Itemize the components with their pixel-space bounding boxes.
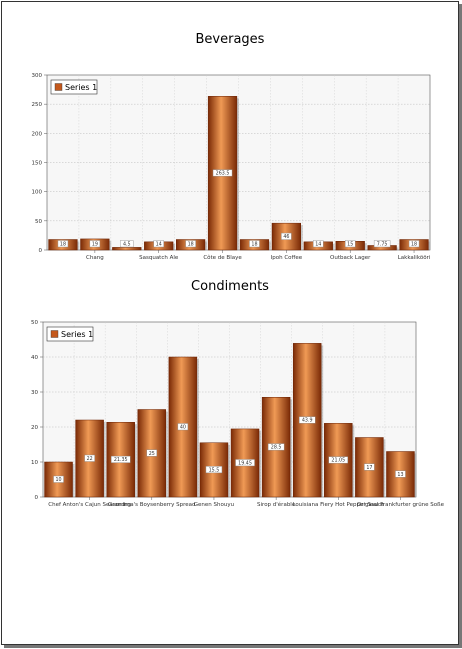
page-shadow-right xyxy=(459,4,462,646)
legend: Series 1 xyxy=(46,326,94,342)
data-label-box xyxy=(177,423,189,431)
data-label-box xyxy=(328,456,348,464)
y-tick-label: 150 xyxy=(32,161,43,167)
y-tick-label: 100 xyxy=(32,190,43,196)
y-tick-label: 10 xyxy=(31,460,38,466)
data-label: 43.9 xyxy=(302,418,313,424)
data-label: 18 xyxy=(60,242,66,248)
data-label: 28.5 xyxy=(271,445,282,451)
y-tick-label: 30 xyxy=(31,390,38,396)
legend: Series 1 xyxy=(50,79,98,95)
data-label-box xyxy=(249,240,260,248)
data-label-box xyxy=(364,463,375,471)
data-label: 15 xyxy=(347,242,353,248)
data-label-box xyxy=(185,240,196,248)
y-tick-label: 20 xyxy=(31,425,38,431)
data-label-box xyxy=(281,232,292,240)
data-label: 13 xyxy=(397,472,403,478)
data-label-box xyxy=(153,240,164,248)
page-shadow-bottom xyxy=(4,645,462,648)
data-label-box xyxy=(57,240,69,248)
data-label: 46 xyxy=(283,234,289,240)
data-label-box xyxy=(212,169,233,177)
legend-label: Series 1 xyxy=(65,83,97,92)
x-tick-label: Sasquatch Ale xyxy=(139,255,179,261)
y-tick-label: 300 xyxy=(32,73,43,79)
data-label: 15.5 xyxy=(209,467,220,473)
y-tick-label: 40 xyxy=(31,355,38,361)
chart-title-condiments: Condiments xyxy=(191,279,269,294)
data-label-box xyxy=(345,240,356,248)
data-label: 18 xyxy=(251,242,257,248)
data-label-box xyxy=(53,475,64,483)
data-label-box xyxy=(395,470,406,478)
legend-swatch xyxy=(54,83,63,91)
y-tick-label: 200 xyxy=(32,131,43,137)
data-label: 22 xyxy=(87,456,93,462)
data-label: 263.5 xyxy=(216,171,230,177)
data-label: 7.75 xyxy=(377,242,388,248)
data-label: 25 xyxy=(149,451,155,457)
legend-swatch xyxy=(50,330,59,338)
x-tick-label: Outback Lager xyxy=(330,255,371,261)
data-label-box xyxy=(146,449,157,457)
data-label-box xyxy=(84,454,95,462)
legend-box xyxy=(50,79,98,95)
data-label: 21.35 xyxy=(114,457,128,463)
data-label: 19 xyxy=(92,242,98,248)
legend-box xyxy=(46,326,94,342)
x-tick-label: Lakkalikööri xyxy=(398,255,431,261)
data-label: 19.45 xyxy=(238,460,252,466)
data-label: 21.05 xyxy=(331,458,345,464)
y-tick-label: 50 xyxy=(31,320,38,326)
legend-label: Series 1 xyxy=(61,330,93,339)
data-label: 40 xyxy=(180,425,186,431)
condiments-chart: 0 10 20 30 40 50 10 22 21.35 25 40 15.5 19.45 28.5 43.… xyxy=(31,320,445,508)
y-tick-label: 0 xyxy=(39,248,43,254)
data-label-box xyxy=(111,455,131,463)
x-tick-label: Grandma's Boysenberry Spread xyxy=(108,502,196,508)
x-tick-label: Côte de Blaye xyxy=(203,254,242,261)
x-tick-label: Sirop d'érable xyxy=(257,501,296,508)
data-label-box xyxy=(408,240,420,248)
beverages-chart: 0 50 100 150 200 250 300 18 19 4.5 14 18 263.5 18 46 14… xyxy=(32,73,431,261)
data-label-box xyxy=(120,240,134,248)
y-tick-label: 50 xyxy=(35,219,42,225)
chart-title-beverages: Beverages xyxy=(195,32,265,47)
data-label-box xyxy=(89,240,101,248)
x-tick-label: Genen Shouyu xyxy=(194,502,234,508)
data-label: 10 xyxy=(55,477,61,483)
data-label: 14 xyxy=(156,242,162,248)
data-label: 4.5 xyxy=(123,242,131,248)
data-label-box xyxy=(205,466,223,474)
data-label: 17 xyxy=(366,465,372,471)
x-tick-label: Original Frankfurter grüne Soße xyxy=(357,502,445,508)
data-label-box xyxy=(235,459,255,467)
data-label-box xyxy=(313,240,324,248)
data-label-box xyxy=(299,416,316,424)
x-tick-label: Chef Anton's Cajun Seasoning xyxy=(48,502,131,508)
x-tick-label: Ipoh Coffee xyxy=(271,255,303,261)
data-label: 18 xyxy=(188,242,194,248)
data-label-box xyxy=(373,240,391,248)
y-tick-label: 0 xyxy=(35,495,39,501)
data-label: 18 xyxy=(411,242,417,248)
data-label: 14 xyxy=(315,242,321,248)
y-tick-label: 250 xyxy=(32,102,43,108)
data-label-box xyxy=(267,443,285,451)
x-tick-label: Chang xyxy=(86,255,104,261)
x-tick-label: Louisiana Fiery Hot Pepper Sauce xyxy=(292,502,384,508)
bar xyxy=(112,247,142,251)
